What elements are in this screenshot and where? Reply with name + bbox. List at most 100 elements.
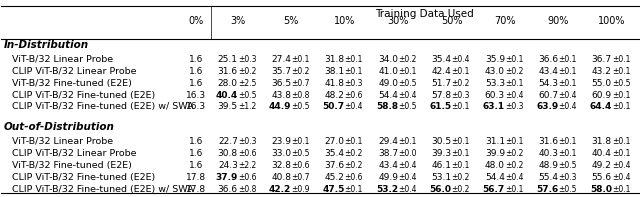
Text: 37.6: 37.6: [324, 161, 345, 170]
Text: ±2.2: ±2.2: [237, 161, 256, 170]
Text: CLIP ViT-B/32 Fine-tuned (E2E): CLIP ViT-B/32 Fine-tuned (E2E): [12, 173, 155, 182]
Text: 40.3: 40.3: [538, 149, 559, 158]
Text: ±0.5: ±0.5: [237, 90, 256, 99]
Text: CLIP ViT-B/32 Linear Probe: CLIP ViT-B/32 Linear Probe: [12, 149, 136, 158]
Text: ±0.1: ±0.1: [559, 137, 577, 146]
Text: 30.5: 30.5: [431, 137, 452, 146]
Text: 63.1: 63.1: [483, 102, 505, 112]
Text: 51.7: 51.7: [431, 79, 452, 87]
Text: ±0.1: ±0.1: [559, 55, 577, 64]
Text: 27.0: 27.0: [324, 137, 345, 146]
Text: 42.4: 42.4: [432, 67, 452, 76]
Text: 31.8: 31.8: [592, 137, 612, 146]
Text: 53.3: 53.3: [485, 79, 505, 87]
Text: ±0.1: ±0.1: [559, 67, 577, 76]
Text: ±0.3: ±0.3: [237, 55, 256, 64]
Text: 31.6: 31.6: [538, 137, 559, 146]
Text: ±0.1: ±0.1: [612, 90, 630, 99]
Text: ±0.7: ±0.7: [291, 173, 310, 182]
Text: 16.3: 16.3: [186, 102, 206, 112]
Text: 17.8: 17.8: [186, 185, 206, 193]
Text: 41.8: 41.8: [324, 79, 345, 87]
Text: CLIP ViT-B/32 Linear Probe: CLIP ViT-B/32 Linear Probe: [12, 67, 136, 76]
Text: ±0.4: ±0.4: [398, 173, 417, 182]
Text: 5%: 5%: [284, 16, 299, 26]
Text: ±0.6: ±0.6: [237, 149, 256, 158]
Text: 49.0: 49.0: [378, 79, 398, 87]
Text: 35.4: 35.4: [431, 55, 452, 64]
Text: ±0.4: ±0.4: [612, 161, 630, 170]
Text: ±0.1: ±0.1: [345, 137, 363, 146]
Text: 39.5: 39.5: [218, 102, 237, 112]
Text: 50%: 50%: [441, 16, 462, 26]
Text: ±1.2: ±1.2: [237, 102, 256, 112]
Text: 1.6: 1.6: [189, 79, 204, 87]
Text: ±0.1: ±0.1: [291, 137, 310, 146]
Text: Out-of-Distribution: Out-of-Distribution: [4, 122, 115, 132]
Text: ±0.1: ±0.1: [452, 137, 470, 146]
Text: ±0.2: ±0.2: [291, 67, 310, 76]
Text: 17.8: 17.8: [186, 173, 206, 182]
Text: 36.6: 36.6: [538, 55, 559, 64]
Text: 0%: 0%: [188, 16, 204, 26]
Text: 1.6: 1.6: [189, 161, 204, 170]
Text: ±0.2: ±0.2: [452, 185, 470, 193]
Text: ±0.3: ±0.3: [452, 90, 470, 99]
Text: ±0.1: ±0.1: [452, 161, 470, 170]
Text: 1.6: 1.6: [189, 67, 204, 76]
Text: ±0.5: ±0.5: [398, 79, 417, 87]
Text: ±0.8: ±0.8: [237, 185, 256, 193]
Text: ±0.5: ±0.5: [291, 149, 310, 158]
Text: ±0.1: ±0.1: [612, 137, 630, 146]
Text: ±0.5: ±0.5: [559, 185, 577, 193]
Text: ±0.1: ±0.1: [398, 67, 417, 76]
Text: 56.0: 56.0: [429, 185, 452, 193]
Text: 28.0: 28.0: [218, 79, 237, 87]
Text: 35.7: 35.7: [271, 67, 291, 76]
Text: 43.2: 43.2: [592, 67, 612, 76]
Text: 1.6: 1.6: [189, 55, 204, 64]
Text: ±0.7: ±0.7: [291, 79, 310, 87]
Text: ±0.2: ±0.2: [452, 79, 470, 87]
Text: 100%: 100%: [598, 16, 626, 26]
Text: 58.0: 58.0: [590, 185, 612, 193]
Text: 36.5: 36.5: [271, 79, 291, 87]
Text: 57.6: 57.6: [536, 185, 559, 193]
Text: 60.9: 60.9: [592, 90, 612, 99]
Text: ±0.1: ±0.1: [559, 149, 577, 158]
Text: ±2.5: ±2.5: [237, 79, 256, 87]
Text: ±0.4: ±0.4: [612, 173, 630, 182]
Text: ±0.6: ±0.6: [345, 173, 363, 182]
Text: ±0.1: ±0.1: [291, 55, 310, 64]
Text: 48.9: 48.9: [538, 161, 559, 170]
Text: ±0.4: ±0.4: [505, 90, 524, 99]
Text: ±0.5: ±0.5: [559, 161, 577, 170]
Text: CLIP ViT-B/32 Fine-tuned (E2E): CLIP ViT-B/32 Fine-tuned (E2E): [12, 90, 155, 99]
Text: ViT-B/32 Fine-tuned (E2E): ViT-B/32 Fine-tuned (E2E): [12, 79, 131, 87]
Text: CLIP ViT-B/32 Fine-tuned (E2E) w/ SWA: CLIP ViT-B/32 Fine-tuned (E2E) w/ SWA: [12, 102, 193, 112]
Text: ±0.1: ±0.1: [505, 185, 524, 193]
Text: CLIP ViT-B/32 Fine-tuned (E2E) w/ SWA: CLIP ViT-B/32 Fine-tuned (E2E) w/ SWA: [12, 185, 193, 193]
Text: In-Distribution: In-Distribution: [4, 40, 89, 50]
Text: 43.4: 43.4: [378, 161, 398, 170]
Text: ±0.3: ±0.3: [237, 137, 256, 146]
Text: ±0.1: ±0.1: [505, 79, 524, 87]
Text: ±0.1: ±0.1: [345, 55, 363, 64]
Text: ±0.1: ±0.1: [452, 149, 470, 158]
Text: 90%: 90%: [548, 16, 569, 26]
Text: ±0.1: ±0.1: [612, 185, 630, 193]
Text: ±0.9: ±0.9: [291, 185, 310, 193]
Text: ±0.1: ±0.1: [345, 185, 363, 193]
Text: ±0.1: ±0.1: [559, 79, 577, 87]
Text: ±0.8: ±0.8: [291, 90, 310, 99]
Text: 1.6: 1.6: [189, 149, 204, 158]
Text: ±0.5: ±0.5: [398, 102, 417, 112]
Text: ±0.2: ±0.2: [398, 55, 417, 64]
Text: ±0.2: ±0.2: [452, 173, 470, 182]
Text: 48.0: 48.0: [485, 161, 505, 170]
Text: ±0.1: ±0.1: [612, 102, 630, 112]
Text: 60.3: 60.3: [485, 90, 505, 99]
Text: 33.0: 33.0: [271, 149, 291, 158]
Text: 43.0: 43.0: [485, 67, 505, 76]
Text: ±0.6: ±0.6: [291, 161, 310, 170]
